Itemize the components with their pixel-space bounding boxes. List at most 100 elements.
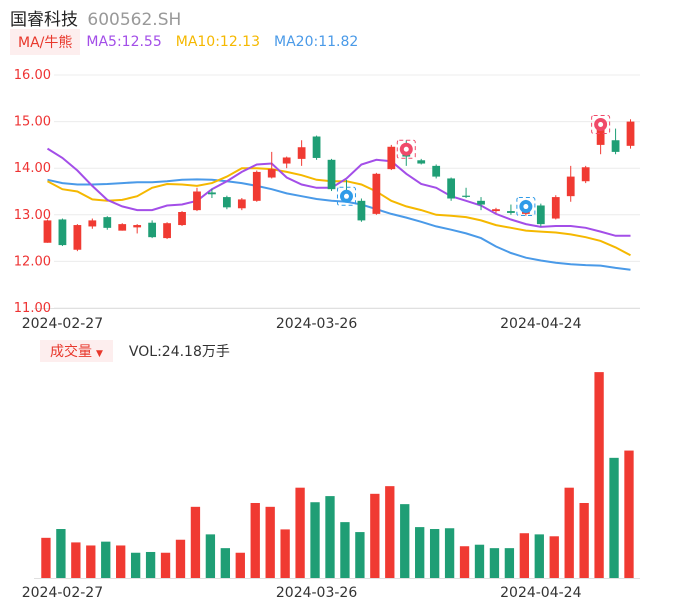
candle-body bbox=[237, 199, 246, 209]
volume-tab-label: 成交量 bbox=[50, 344, 92, 360]
candle bbox=[626, 119, 635, 149]
volume-bar bbox=[444, 528, 455, 578]
candle bbox=[357, 198, 366, 222]
volume-bar bbox=[459, 546, 470, 578]
candle bbox=[462, 187, 470, 199]
volume-indicator-tab[interactable]: 成交量 ▼ bbox=[40, 340, 113, 362]
x-tick-label: 2024-04-24 bbox=[500, 316, 581, 332]
y-tick-label: 13.00 bbox=[14, 208, 51, 223]
candle-body bbox=[551, 197, 560, 219]
candle-body bbox=[492, 209, 500, 212]
candle-body bbox=[252, 171, 261, 201]
candle-body bbox=[267, 169, 276, 178]
volume-bar bbox=[355, 532, 365, 578]
volume-bar bbox=[116, 545, 126, 578]
candle bbox=[237, 198, 246, 211]
x-tick-label: 2024-04-24 bbox=[500, 585, 581, 601]
candle-body bbox=[447, 178, 456, 199]
candle-body bbox=[477, 200, 485, 205]
volume-bar bbox=[295, 487, 305, 578]
marker-frame bbox=[591, 115, 611, 135]
candle bbox=[118, 223, 127, 231]
volume-bar bbox=[205, 534, 216, 578]
volume-bar bbox=[385, 486, 395, 578]
stock-title: 国睿科技 600562.SH bbox=[10, 5, 181, 30]
candle-body bbox=[507, 211, 515, 213]
volume-bar bbox=[579, 502, 589, 578]
candle-body bbox=[103, 217, 112, 228]
candle bbox=[372, 172, 381, 215]
candle-body bbox=[357, 200, 366, 221]
candle-body bbox=[581, 167, 590, 182]
candle bbox=[103, 216, 112, 230]
volume-bar bbox=[429, 529, 440, 578]
candle bbox=[507, 204, 515, 215]
volume-bar bbox=[145, 551, 156, 578]
volume-bar bbox=[519, 533, 530, 578]
marker-center bbox=[403, 146, 409, 152]
volume-bar bbox=[564, 487, 574, 578]
candle bbox=[581, 165, 590, 184]
candle-body bbox=[178, 212, 186, 226]
volume-bar bbox=[310, 502, 320, 578]
candle bbox=[43, 219, 52, 243]
ma-legend: MA/牛熊 MA5:12.55 MA10:12.13 MA20:11.82 bbox=[10, 29, 372, 55]
volume-bar bbox=[41, 537, 51, 578]
candle-body bbox=[73, 225, 82, 250]
candle bbox=[88, 218, 97, 229]
bull-bear-marker-icon bbox=[516, 197, 536, 217]
volume-bar bbox=[624, 450, 634, 578]
candle-body bbox=[327, 159, 336, 190]
candle-body bbox=[222, 197, 231, 208]
y-tick-label: 14.00 bbox=[14, 161, 51, 176]
stock-code: 600562.SH bbox=[87, 10, 182, 30]
candle-body bbox=[312, 136, 321, 158]
candle-body bbox=[88, 220, 97, 227]
candle bbox=[73, 224, 82, 252]
volume-bar bbox=[280, 529, 290, 578]
candle-body bbox=[462, 195, 470, 197]
candle bbox=[178, 211, 186, 226]
volume-bar bbox=[549, 536, 559, 578]
volume-bar bbox=[400, 504, 410, 578]
candle bbox=[267, 151, 276, 179]
marker-center bbox=[598, 122, 604, 128]
candle-body bbox=[297, 147, 306, 159]
candle bbox=[148, 220, 157, 239]
candle-body bbox=[208, 192, 216, 195]
candle-body bbox=[163, 223, 171, 239]
volume-bar bbox=[190, 506, 201, 578]
candle bbox=[551, 195, 560, 220]
x-tick-label: 2024-02-27 bbox=[22, 585, 103, 601]
candle-body bbox=[43, 220, 52, 243]
volume-bar bbox=[474, 544, 485, 578]
ma20-line bbox=[47, 178, 631, 271]
x-tick-label: 2024-03-26 bbox=[276, 316, 357, 332]
price-grid bbox=[34, 74, 640, 309]
marker-frame bbox=[396, 139, 416, 159]
y-tick-label: 16.00 bbox=[14, 68, 51, 83]
volume-bar bbox=[250, 502, 260, 578]
candle bbox=[536, 203, 545, 227]
volume-bar bbox=[265, 506, 275, 578]
candle bbox=[208, 188, 216, 199]
volume-bar bbox=[175, 539, 186, 578]
candle bbox=[327, 158, 336, 192]
candle bbox=[193, 187, 201, 212]
candle bbox=[222, 195, 231, 210]
x-tick-label: 2024-02-27 bbox=[22, 316, 103, 332]
candle-body bbox=[611, 140, 620, 152]
volume-bar bbox=[235, 552, 245, 578]
ma-bull-bear-tab[interactable]: MA/牛熊 bbox=[10, 29, 81, 55]
ma10-label: MA10:12.13 bbox=[175, 34, 261, 50]
candle bbox=[252, 170, 261, 202]
moving-average-lines bbox=[46, 147, 631, 271]
candle bbox=[492, 207, 500, 213]
candle bbox=[566, 165, 575, 202]
volume-bar bbox=[340, 522, 350, 578]
ma10-line bbox=[47, 167, 631, 257]
candle bbox=[163, 222, 171, 240]
candle bbox=[387, 144, 396, 171]
volume-bar bbox=[86, 545, 96, 578]
